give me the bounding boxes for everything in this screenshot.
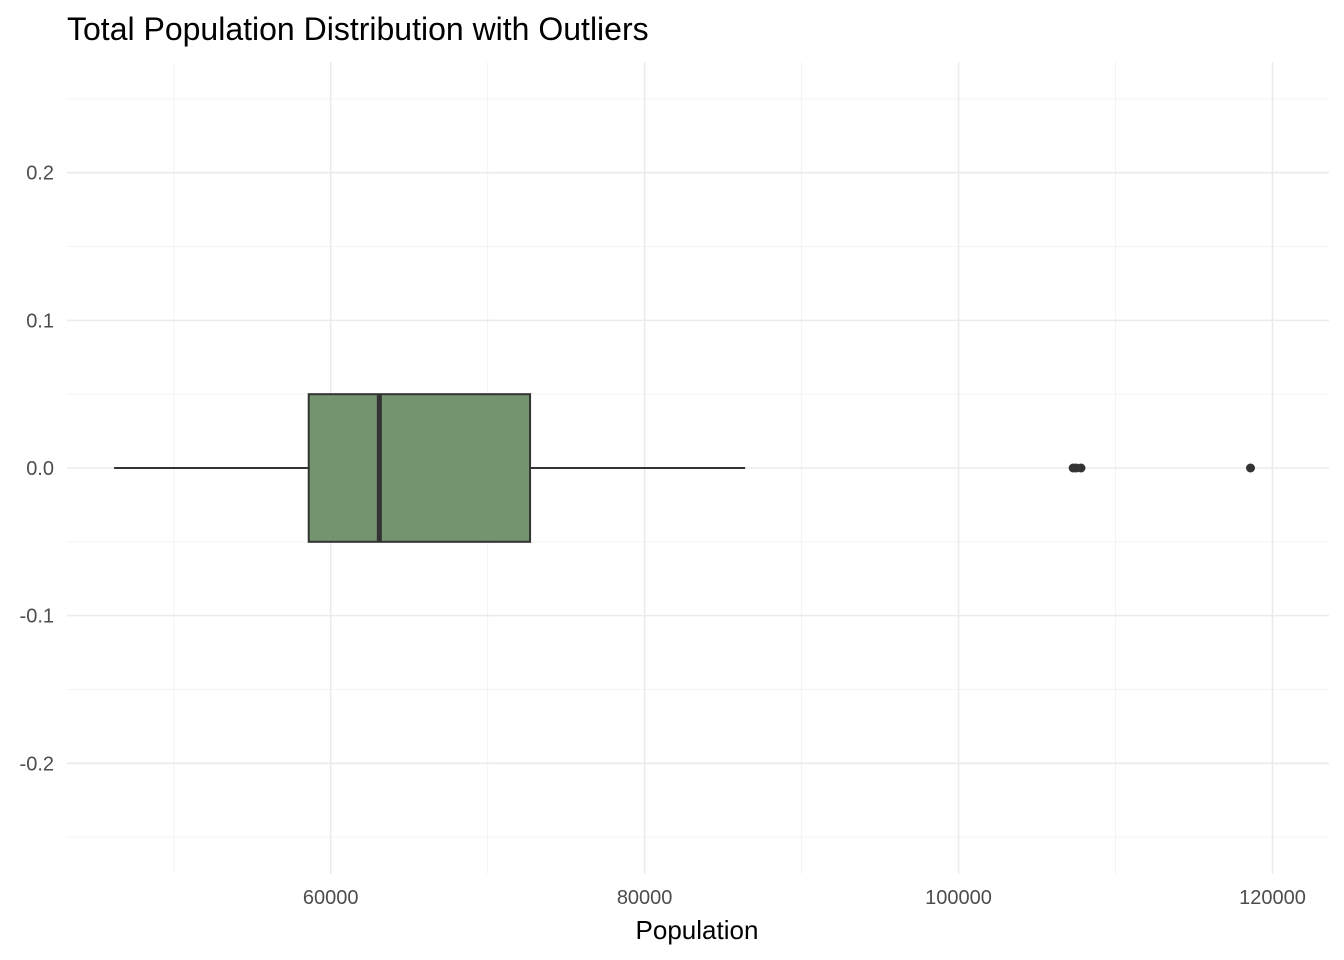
x-axis: 60000 80000 100000 120000 (303, 887, 1306, 909)
x-axis-title: Population (636, 915, 759, 945)
outlier-point (1246, 463, 1256, 473)
x-tick-label: 100000 (925, 887, 992, 909)
y-tick-label: -0.2 (20, 753, 54, 775)
y-tick-label: 0.1 (26, 310, 54, 332)
y-axis: -0.2 -0.1 0.0 0.1 0.2 (20, 163, 54, 776)
y-tick-label: -0.1 (20, 606, 54, 628)
x-tick-label: 60000 (303, 887, 359, 909)
chart-title: Total Population Distribution with Outli… (67, 11, 649, 47)
y-tick-label: 0.0 (26, 458, 54, 480)
x-tick-label: 120000 (1239, 887, 1306, 909)
boxplot (114, 393, 746, 543)
y-tick-label: 0.2 (26, 163, 54, 185)
plot-panel (67, 62, 1329, 874)
outliers (1068, 463, 1256, 473)
interquartile-box (307, 393, 532, 543)
x-tick-label: 80000 (617, 887, 673, 909)
outlier-point (1076, 463, 1086, 473)
